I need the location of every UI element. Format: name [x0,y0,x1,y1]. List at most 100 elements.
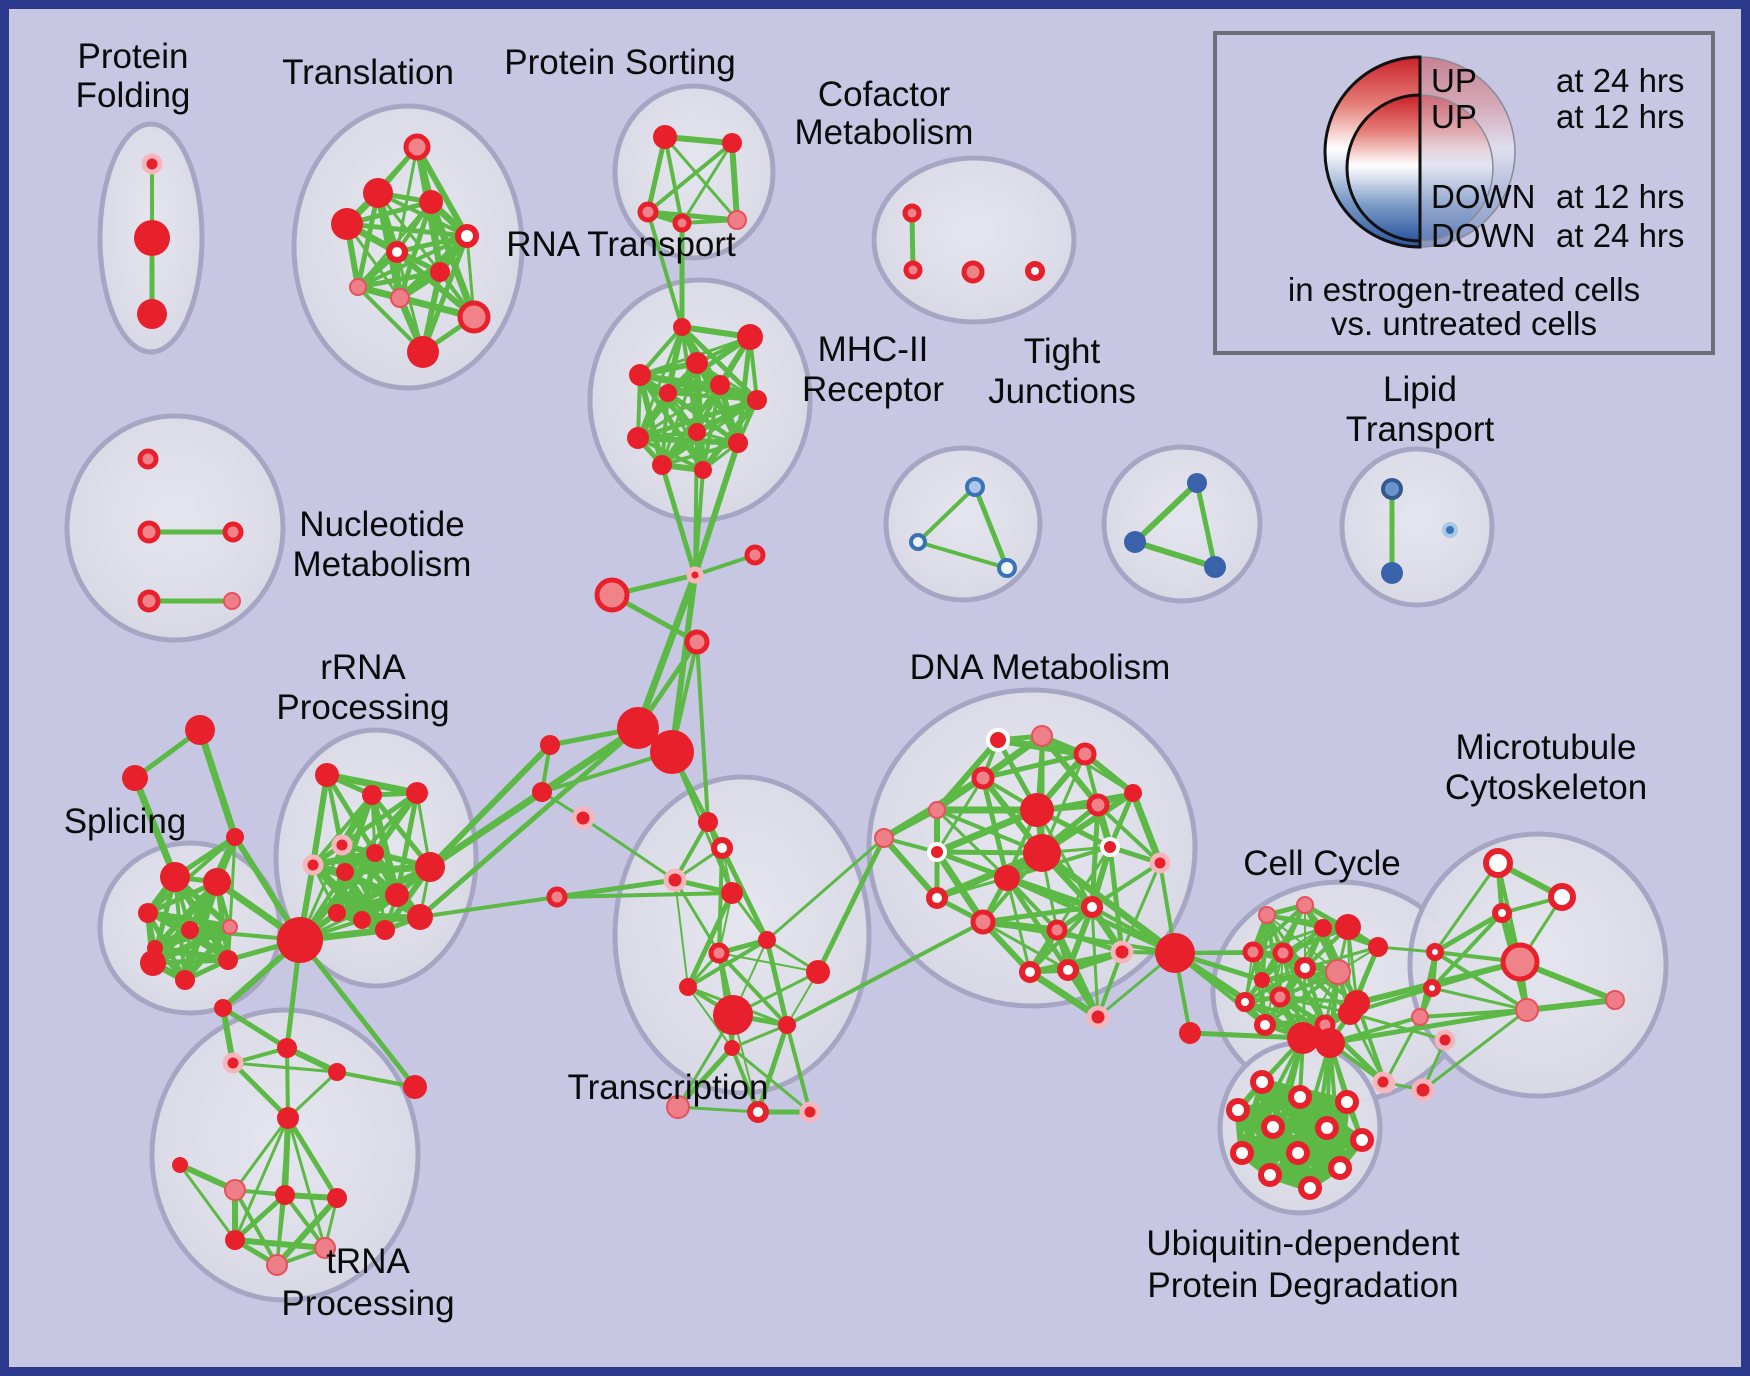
gene-node [314,1237,336,1259]
gene-node [666,1095,690,1119]
gene-node [594,577,630,613]
legend-time: at 12 hrs [1556,178,1684,215]
gene-node [1287,1022,1319,1054]
edge [646,141,734,214]
edge [718,952,819,973]
gene-node [1500,942,1540,982]
edge [554,877,678,900]
gene-node [1325,959,1351,985]
edge [935,808,1009,880]
cluster-label-tr: tRNA [326,1242,410,1281]
edge [335,1070,417,1089]
gene-node [874,828,894,848]
gene-node [1155,933,1195,973]
cluster-label-pf: Folding [76,76,191,115]
gene-node [137,520,161,544]
gene-node [1372,1071,1394,1093]
edge [228,835,237,929]
edge [1348,1011,1387,1085]
edge [730,1046,760,1114]
edge [785,920,985,1027]
edge [1129,789,1164,867]
gene-node [224,1179,246,1201]
gene-node [302,854,324,876]
edge [297,937,418,1090]
gene-node [375,920,395,940]
edge [674,879,689,988]
edge [729,140,740,223]
edge [1348,1011,1447,1042]
edge [233,1116,290,1192]
gene-node [909,533,927,551]
gene-node [688,423,706,441]
gene-node [1315,1028,1345,1058]
gene-node [1124,531,1146,553]
gene-node [141,153,163,175]
gene-node [226,828,244,846]
legend-time: at 24 hrs [1556,217,1684,254]
edge [1004,875,1071,973]
gene-node [1426,943,1444,961]
gene-node [363,178,393,208]
gene-node [926,887,948,909]
edge [285,1046,290,1120]
edge [646,210,684,329]
gene-node [652,455,672,475]
gene-node [708,942,730,964]
edge [676,1105,760,1114]
legend-caption: in estrogen-treated cells [1288,271,1640,308]
gene-node [1442,522,1458,538]
gene-node [1492,903,1512,923]
gene-node [277,1107,299,1129]
gene-node [137,299,167,329]
gene-node [997,558,1017,578]
gene-node [1020,793,1054,827]
edge [717,951,789,1027]
edge [693,468,705,577]
gene-node [1187,473,1207,493]
edge [1265,913,1350,929]
gene-node [386,241,408,263]
edge [372,790,420,856]
gene-node [275,1185,295,1205]
legend-caption: vs. untreated cells [1331,305,1597,342]
gene-node [713,995,753,1035]
gene-node [403,1075,427,1099]
gene-node [1258,1163,1282,1187]
edge [309,849,379,869]
gene-node [970,909,996,935]
gene-node [366,844,384,862]
gene-node [415,852,445,882]
gene-node [1288,1085,1312,1109]
gene-node [1258,906,1276,924]
cluster-label-ub: Protein Degradation [1147,1266,1458,1305]
cluster-label-rt: RNA Transport [506,225,736,264]
cluster-ellipse-tj [1101,444,1263,604]
gene-node [1110,940,1134,964]
legend-box [1213,31,1715,355]
gene-node [902,203,922,223]
gene-node [679,978,697,996]
gene-node [971,766,995,790]
gene-node [710,375,730,395]
cluster-label-tl: Translation [282,53,454,92]
edge [755,1022,790,1115]
edge [909,210,916,273]
gene-node [1338,1001,1362,1025]
edge [680,141,734,225]
legend-circle-inner-left [1345,93,1422,243]
edge [144,909,234,931]
gene-node [663,868,687,892]
edge [323,771,421,797]
gene-node [653,125,677,149]
gene-node [328,904,346,922]
edge [1251,926,1325,954]
gene-node [138,903,158,923]
cluster-ellipse-lp [1339,446,1495,608]
gene-node [724,1040,740,1056]
gene-node [1368,937,1388,957]
gene-node [965,477,985,497]
edge [663,135,684,225]
